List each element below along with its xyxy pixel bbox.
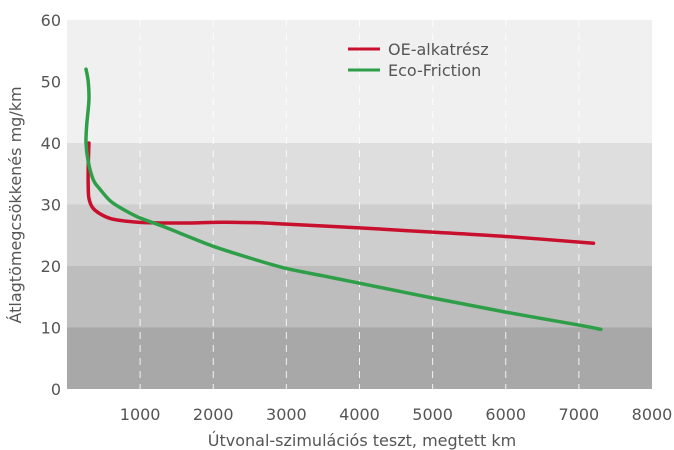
- y-tick-label-60: 60: [41, 11, 61, 30]
- y-tick-label-40: 40: [41, 134, 61, 153]
- y-axis-ticks: 0 10 20 30 40 50 60: [41, 11, 61, 399]
- y-axis-label: Átlagtömegcsökkenés mg/km: [6, 86, 25, 323]
- y-tick-label-20: 20: [41, 257, 61, 276]
- x-tick-label-7000: 7000: [559, 405, 600, 424]
- y-tick-label-30: 30: [41, 196, 61, 215]
- x-axis-label: Útvonal-szimulációs teszt, megtett km: [208, 431, 517, 450]
- x-gridlines: [139, 20, 580, 389]
- legend-label-eco: Eco-Friction: [388, 61, 481, 80]
- x-tick-label-3000: 3000: [266, 405, 307, 424]
- x-tick-label-1000: 1000: [120, 405, 161, 424]
- series-line-1: [84, 67, 603, 332]
- x-axis-ticks: 1000 2000 3000 4000 5000 6000 7000 8000: [120, 405, 673, 424]
- series-line-0: [86, 141, 596, 245]
- band-40-60: [67, 20, 652, 143]
- x-tick-label-6000: 6000: [485, 405, 526, 424]
- y-tick-label-10: 10: [41, 319, 61, 338]
- series-lines: [84, 67, 603, 332]
- legend-label-oe: OE-alkatrész: [388, 40, 489, 59]
- x-tick-label-5000: 5000: [412, 405, 453, 424]
- x-tick-label-2000: 2000: [193, 405, 234, 424]
- x-tick-label-8000: 8000: [632, 405, 673, 424]
- x-tick-label-4000: 4000: [339, 405, 380, 424]
- legend: OE-alkatrész Eco-Friction: [348, 40, 489, 80]
- y-tick-label-0: 0: [51, 380, 61, 399]
- y-tick-label-50: 50: [41, 73, 61, 92]
